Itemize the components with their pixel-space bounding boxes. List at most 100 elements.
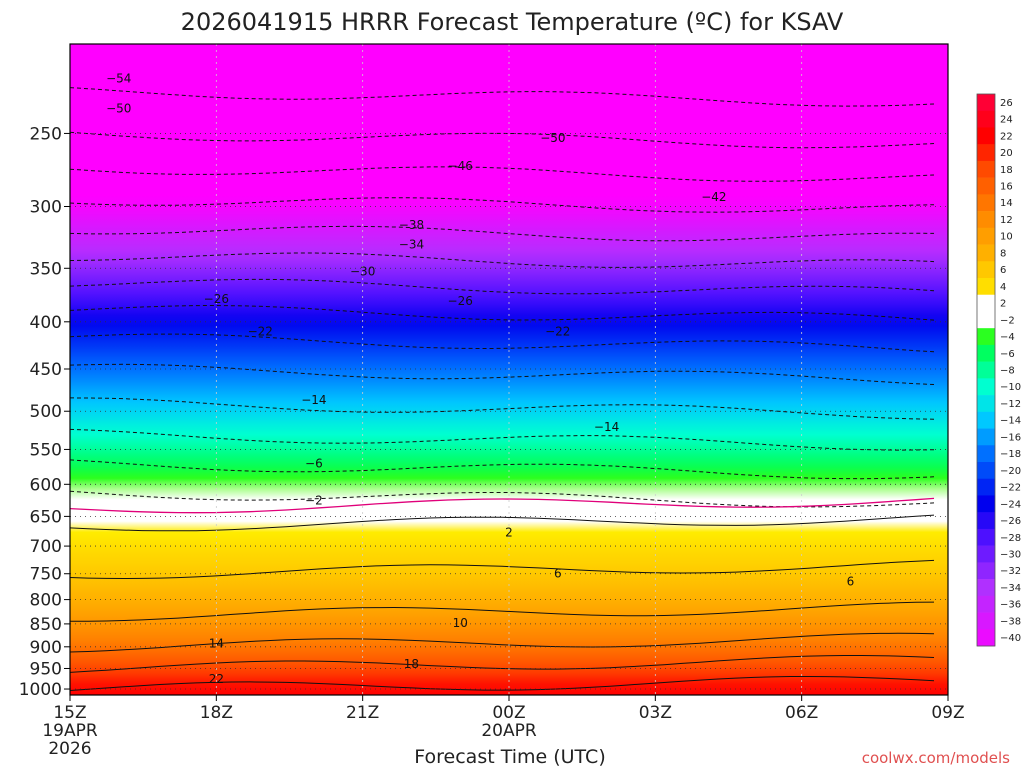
freezing-line (69, 497, 935, 514)
colorbar-swatch-21 (977, 445, 995, 463)
colorbar-label-9: 8 (1000, 248, 1006, 259)
contour-label-21: 18 (404, 657, 419, 671)
colorbar-swatch-1 (977, 110, 995, 128)
contour-label-14: −6 (305, 457, 323, 471)
contour-label-11: −22 (545, 325, 570, 339)
colorbar-label-24: −24 (1000, 499, 1021, 510)
y-tick-label-350: 350 (30, 259, 62, 279)
x-tick-label-3-0: 18Z (200, 703, 233, 723)
y-tick-label-650: 650 (30, 507, 62, 527)
colorbar-label-1: 24 (1000, 115, 1013, 126)
colorbar-swatch-10 (977, 261, 995, 279)
colorbar-label-10: 6 (1000, 265, 1006, 276)
contour-label-13: −14 (594, 420, 619, 434)
colorbar-label-20: −16 (1000, 432, 1021, 443)
colorbar-label-4: 18 (1000, 165, 1013, 176)
isotherm-10 (70, 601, 935, 622)
colorbar-swatch-25 (977, 512, 995, 530)
colorbar-swatch-5 (977, 177, 995, 195)
y-tick-label-950: 950 (30, 659, 62, 679)
colorbar-label-13: −2 (1000, 315, 1015, 326)
colorbar-label-27: −30 (1000, 550, 1021, 561)
colorbar-label-15: −6 (1000, 349, 1015, 360)
isotherm-22 (69, 676, 935, 691)
colorbar-label-14: −4 (1000, 332, 1015, 343)
y-tick-label-300: 300 (30, 198, 62, 218)
contour-label-9: −26 (448, 294, 473, 308)
colorbar-label-21: −18 (1000, 449, 1021, 460)
x-tick-label-9-0: 00Z (492, 703, 525, 723)
x-tick-label-0-1: 19APR (42, 721, 98, 741)
x-tick-label-15-0: 06Z (785, 703, 818, 723)
colorbar-label-11: 4 (1000, 282, 1006, 293)
credit-text: coolwx.com/models (862, 749, 1010, 767)
y-tick-label-900: 900 (30, 638, 62, 658)
y-tick-label-550: 550 (30, 440, 62, 460)
colorbar-swatch-9 (977, 244, 995, 262)
colorbar-swatch-19 (977, 411, 995, 429)
colorbar-swatch-24 (977, 495, 995, 513)
isotherm-14 (69, 632, 935, 653)
colorbar-label-23: −22 (1000, 483, 1021, 494)
colorbar-label-22: −20 (1000, 466, 1021, 477)
colorbar-label-7: 12 (1000, 215, 1013, 226)
colorbar-label-31: −38 (1000, 616, 1021, 627)
colorbar-label-0: 26 (1000, 98, 1013, 109)
colorbar-swatch-7 (977, 211, 995, 229)
colorbar-swatch-13 (977, 311, 995, 329)
colorbar-label-2: 22 (1000, 131, 1013, 142)
contour-label-5: −38 (399, 218, 424, 232)
chart-title: 2026041915 HRRR Forecast Temperature (ºC… (181, 8, 844, 36)
colorbar-frame (976, 93, 996, 647)
isotherm-6 (69, 559, 935, 580)
colorbar-swatch-27 (977, 545, 995, 563)
contour-label-20: 14 (209, 637, 224, 651)
colorbar-label-18: −12 (1000, 399, 1021, 410)
x-tick-label-18-0: 09Z (931, 703, 964, 723)
colorbar-swatch-20 (977, 428, 995, 446)
colorbar-label-26: −28 (1000, 533, 1021, 544)
colorbar-swatch-28 (977, 562, 995, 580)
colorbar-swatch-8 (977, 227, 995, 245)
colorbar-label-17: −10 (1000, 382, 1021, 393)
colorbar-label-28: −32 (1000, 566, 1021, 577)
colorbar-label-32: −40 (1000, 633, 1021, 644)
contour-label-2: −50 (540, 131, 565, 145)
colorbar-swatch-15 (977, 344, 995, 362)
x-axis-label: Forecast Time (UTC) (414, 746, 605, 768)
y-tick-label-600: 600 (30, 475, 62, 495)
colorbar-label-8: 10 (1000, 232, 1013, 243)
contour-label-12: −14 (301, 393, 326, 407)
colorbar-label-19: −14 (1000, 416, 1021, 427)
colorbar-swatch-29 (977, 579, 995, 597)
colorbar-swatch-6 (977, 194, 995, 212)
colorbar-swatch-4 (977, 160, 995, 178)
contour-label-0: −54 (106, 72, 131, 86)
contour-label-22: 22 (209, 672, 224, 686)
colorbar-swatch-17 (977, 378, 995, 396)
colorbar-swatch-12 (977, 294, 995, 312)
colorbar-label-6: 14 (1000, 198, 1013, 209)
colorbar-swatch-18 (977, 395, 995, 413)
y-tick-label-850: 850 (30, 615, 62, 635)
colorbar-swatch-26 (977, 528, 995, 546)
contour-label-6: −34 (399, 238, 424, 252)
y-axis: 250 300 350 400 450 500 550 600 650 700 750 800 850 9… (19, 124, 70, 700)
colorbar-label-25: −26 (1000, 516, 1021, 527)
y-tick-label-450: 450 (30, 360, 62, 380)
y-tick-label-800: 800 (30, 591, 62, 611)
contour-label-1: −50 (106, 102, 131, 116)
y-tick-label-750: 750 (30, 565, 62, 585)
x-tick-label-6-0: 21Z (346, 703, 379, 723)
colorbar-swatch-32 (977, 629, 995, 647)
colorbar-label-3: 20 (1000, 148, 1013, 159)
colorbar-legend: 26 24 22 20 18 16 14 12 10 8 6 4 2 −2 −4 −6 −8 −10 −12 −14 −… (976, 93, 1021, 647)
colorbar-label-5: 16 (1000, 182, 1013, 193)
y-tick-label-250: 250 (30, 124, 62, 144)
colorbar-swatch-3 (977, 144, 995, 162)
colorbar-swatch-31 (977, 612, 995, 630)
colorbar-label-30: −36 (1000, 600, 1021, 611)
colorbar-swatch-0 (977, 94, 995, 112)
